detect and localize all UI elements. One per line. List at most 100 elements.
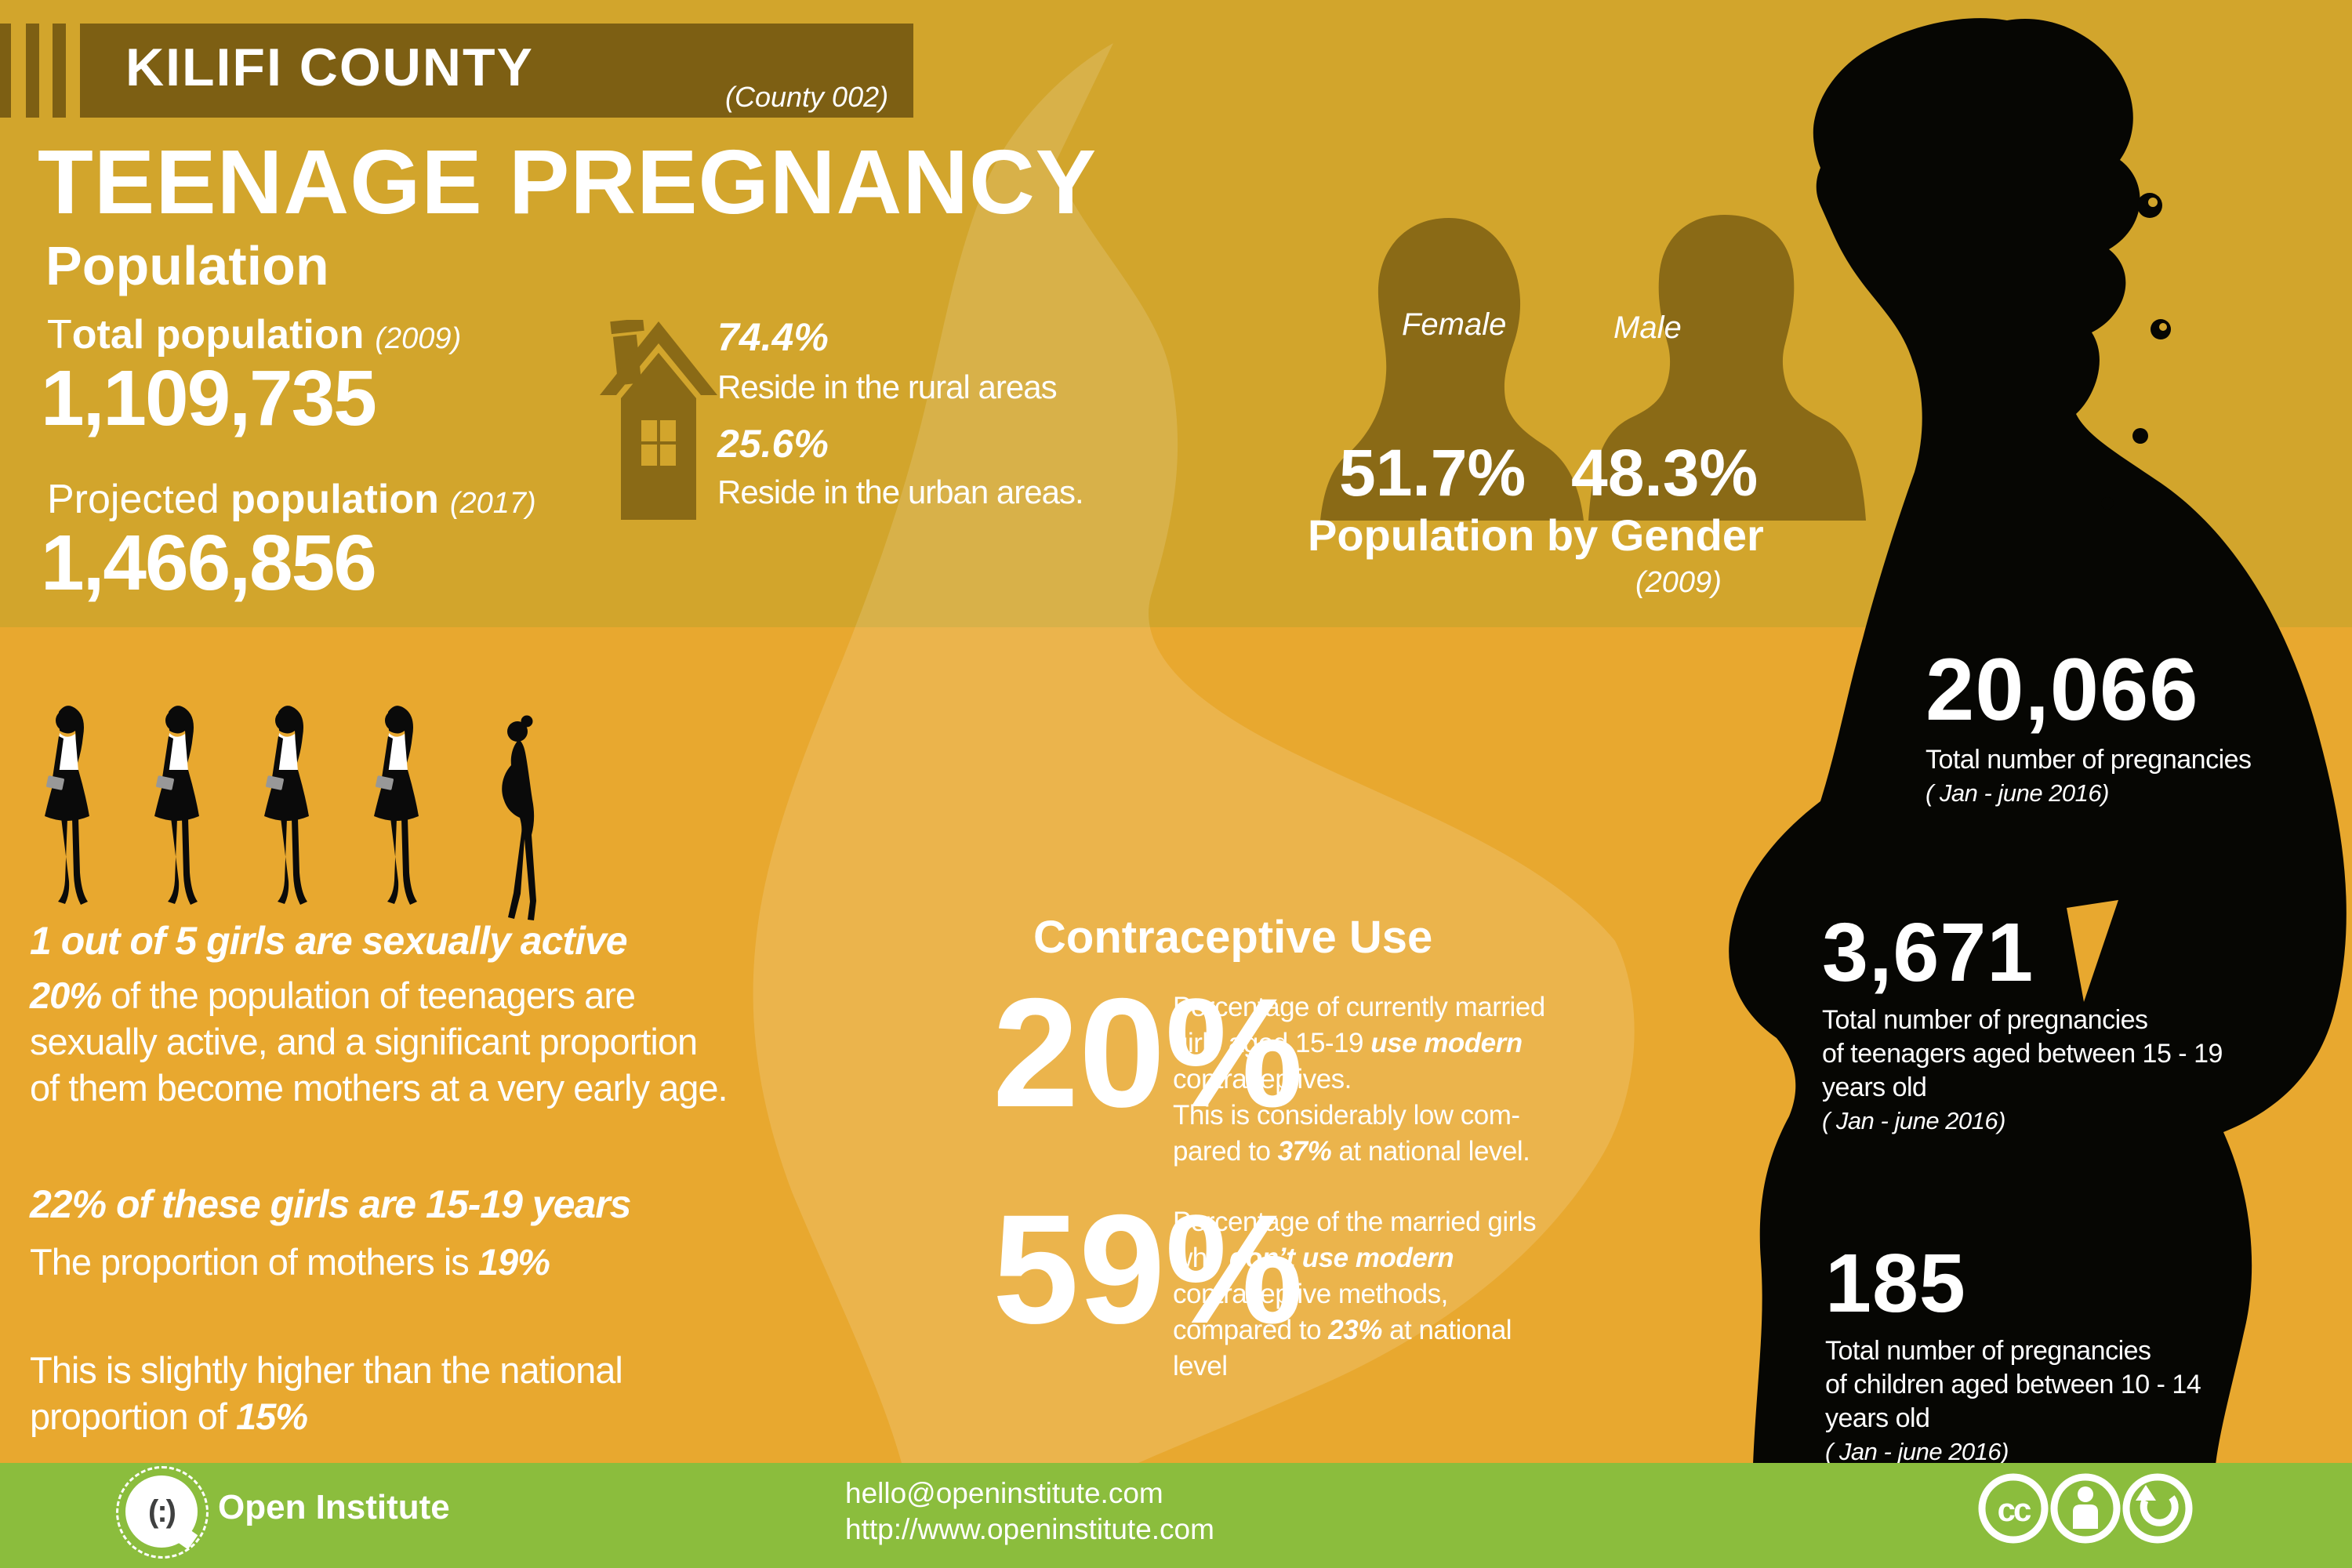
- projected-population-label-bold: population: [230, 477, 439, 522]
- child-pregnancies-value: 185: [1825, 1237, 1966, 1330]
- population-heading: Population: [45, 235, 329, 296]
- house-icon: [600, 320, 717, 520]
- total-population-label: Total population (2009): [47, 312, 461, 358]
- contact-email: hello@openinstitute.com: [845, 1477, 1163, 1509]
- teen-pregnancies-stat: 3,671 Total number of pregnancies of tee…: [1822, 911, 2223, 1138]
- national-proportion-paragraph: This is slightly higher than the nationa…: [30, 1347, 623, 1439]
- teen-pregnancies-label2: of teenagers aged between 15 - 19: [1822, 1039, 2223, 1069]
- gender-silhouettes: [1320, 215, 1866, 521]
- rural-percentage: 74.4%: [717, 315, 829, 359]
- cc-sa-icon: [2122, 1473, 2193, 1544]
- urban-label: Reside in the urban areas.: [717, 474, 1084, 510]
- nonmodern-desc-line5: level: [1173, 1351, 1228, 1381]
- mothers-proportion-pct: 19%: [477, 1241, 550, 1283]
- total-population-label-bold: otal population: [71, 312, 365, 358]
- gender-caption: Population by Gender: [1308, 510, 1764, 560]
- total-population-year: (2009): [375, 322, 462, 355]
- svg-text:cc: cc: [1998, 1491, 2031, 1528]
- rural-label: Reside in the rural areas: [717, 368, 1058, 405]
- national-proportion-line2: proportion of: [30, 1396, 236, 1437]
- modern-national-pct: 37%: [1277, 1136, 1332, 1167]
- modern-desc-emphasis: use modern: [1370, 1028, 1523, 1058]
- accent-bar: [0, 24, 11, 118]
- child-pregnancies-label1: Total number of pregnancies: [1825, 1336, 2151, 1366]
- license-icons: cc: [1978, 1473, 2193, 1544]
- total-pregnancies-value: 20,066: [1926, 641, 2199, 739]
- nonmodern-desc-line2: who: [1173, 1243, 1229, 1273]
- organization-name: Open Institute: [218, 1488, 450, 1526]
- teen-pregnancies-period: ( Jan - june 2016): [1822, 1107, 2005, 1134]
- urban-percentage: 25.6%: [717, 422, 829, 466]
- girls-row: [45, 706, 536, 920]
- girl-icon: [154, 706, 199, 905]
- female-percentage: 51.7%: [1339, 436, 1526, 510]
- modern-desc-line4: This is considerably low com-: [1173, 1100, 1520, 1131]
- modern-desc-line5-end: at national level.: [1331, 1136, 1530, 1167]
- pregnant-woman-silhouette: [1729, 18, 2347, 1465]
- modern-desc-line2: girls aged 15-19: [1173, 1028, 1371, 1058]
- cc-by-icon: [2050, 1473, 2121, 1544]
- child-pregnancies-label2: of children aged between 10 - 14: [1825, 1370, 2201, 1399]
- national-proportion-line1: This is slightly higher than the nationa…: [30, 1349, 623, 1391]
- total-pregnancies-period: ( Jan - june 2016): [1926, 779, 2109, 807]
- gender-year: (2009): [1635, 566, 1722, 599]
- national-proportion-pct: 15%: [235, 1396, 308, 1437]
- projected-population-year: (2017): [449, 487, 536, 520]
- nonmodern-desc-line1: Percentage of the married girls: [1173, 1207, 1537, 1237]
- house-window: [641, 420, 676, 466]
- footer-bar: [0, 1463, 2352, 1568]
- nonmodern-desc-line4-end: at national: [1381, 1315, 1512, 1345]
- female-label: Female: [1402, 307, 1507, 342]
- teen-pregnancies-label3: years old: [1822, 1073, 1927, 1102]
- activity-line1: of the population of teenagers are: [101, 975, 636, 1016]
- projected-population-label: Projected population (2017): [47, 477, 536, 522]
- logo-face-glyph: (:): [148, 1494, 176, 1529]
- county-code: (County 002): [725, 81, 889, 113]
- activity-line2: sexually active, and a significant propo…: [30, 1021, 698, 1062]
- nonmodern-desc-line4: compared to: [1173, 1315, 1329, 1345]
- modern-contraceptive-pct: 20%: [993, 966, 1304, 1139]
- teen-pregnancies-value: 3,671: [1822, 906, 2034, 999]
- modern-desc-line5: pared to: [1173, 1136, 1278, 1167]
- activity-headline-2: 22% of these girls are 15-19 years: [30, 1182, 631, 1226]
- website-url: http://www.openinstitute.com: [845, 1513, 1214, 1545]
- male-percentage: 48.3%: [1571, 436, 1759, 510]
- page-title: TEENAGE PREGNANCY: [38, 131, 1098, 233]
- total-population-label-light: T: [47, 312, 72, 358]
- pregnant-girl-icon: [502, 715, 536, 920]
- modern-desc-line1: Percentage of currently married: [1173, 992, 1545, 1022]
- projected-population-label-light: Projected: [47, 477, 231, 522]
- nonmodern-contraceptive-desc: Percentage of the married girls who don’…: [1173, 1204, 1537, 1385]
- total-population-value: 1,109,735: [41, 354, 377, 442]
- modern-desc-line3: contraceptives.: [1173, 1064, 1352, 1094]
- projected-population-value: 1,466,856: [41, 519, 377, 607]
- arm-gap: [2067, 900, 2118, 1002]
- activity-paragraph: 20% of the population of teenagers are s…: [30, 972, 728, 1111]
- nonmodern-national-pct: 23%: [1328, 1315, 1382, 1345]
- female-silhouette-icon: [1320, 218, 1584, 521]
- nonmodern-desc-line3: contraceptive methods,: [1173, 1279, 1448, 1309]
- girl-icon: [374, 706, 419, 905]
- child-pregnancies-label3: years old: [1825, 1403, 1930, 1433]
- open-institute-logo: (:): [125, 1475, 198, 1548]
- mothers-proportion-text: The proportion of mothers is: [30, 1241, 478, 1283]
- contraceptive-heading: Contraceptive Use: [1033, 912, 1433, 963]
- girl-icon: [45, 706, 89, 905]
- hair-curls: [2101, 193, 2171, 510]
- county-name: KILIFI COUNTY: [125, 38, 534, 97]
- child-pregnancies-period: ( Jan - june 2016): [1825, 1438, 2009, 1465]
- male-label: Male: [1613, 310, 1682, 345]
- accent-bar: [53, 24, 66, 118]
- nonmodern-contraceptive-pct: 59%: [993, 1182, 1304, 1356]
- total-pregnancies-label: Total number of pregnancies: [1926, 745, 2252, 775]
- teen-pregnancies-label1: Total number of pregnancies: [1822, 1005, 2148, 1035]
- activity-headline: 1 out of 5 girls are sexually active: [30, 919, 628, 963]
- modern-contraceptive-desc: Percentage of currently married girls ag…: [1173, 989, 1545, 1170]
- male-silhouette-icon: [1588, 215, 1866, 521]
- open-institute-logo-ring: [116, 1466, 209, 1559]
- child-pregnancies-stat: 185 Total number of pregnancies of child…: [1825, 1242, 2201, 1468]
- activity-pct-bold: 20%: [30, 975, 102, 1016]
- cc-icon: cc: [1978, 1473, 2049, 1544]
